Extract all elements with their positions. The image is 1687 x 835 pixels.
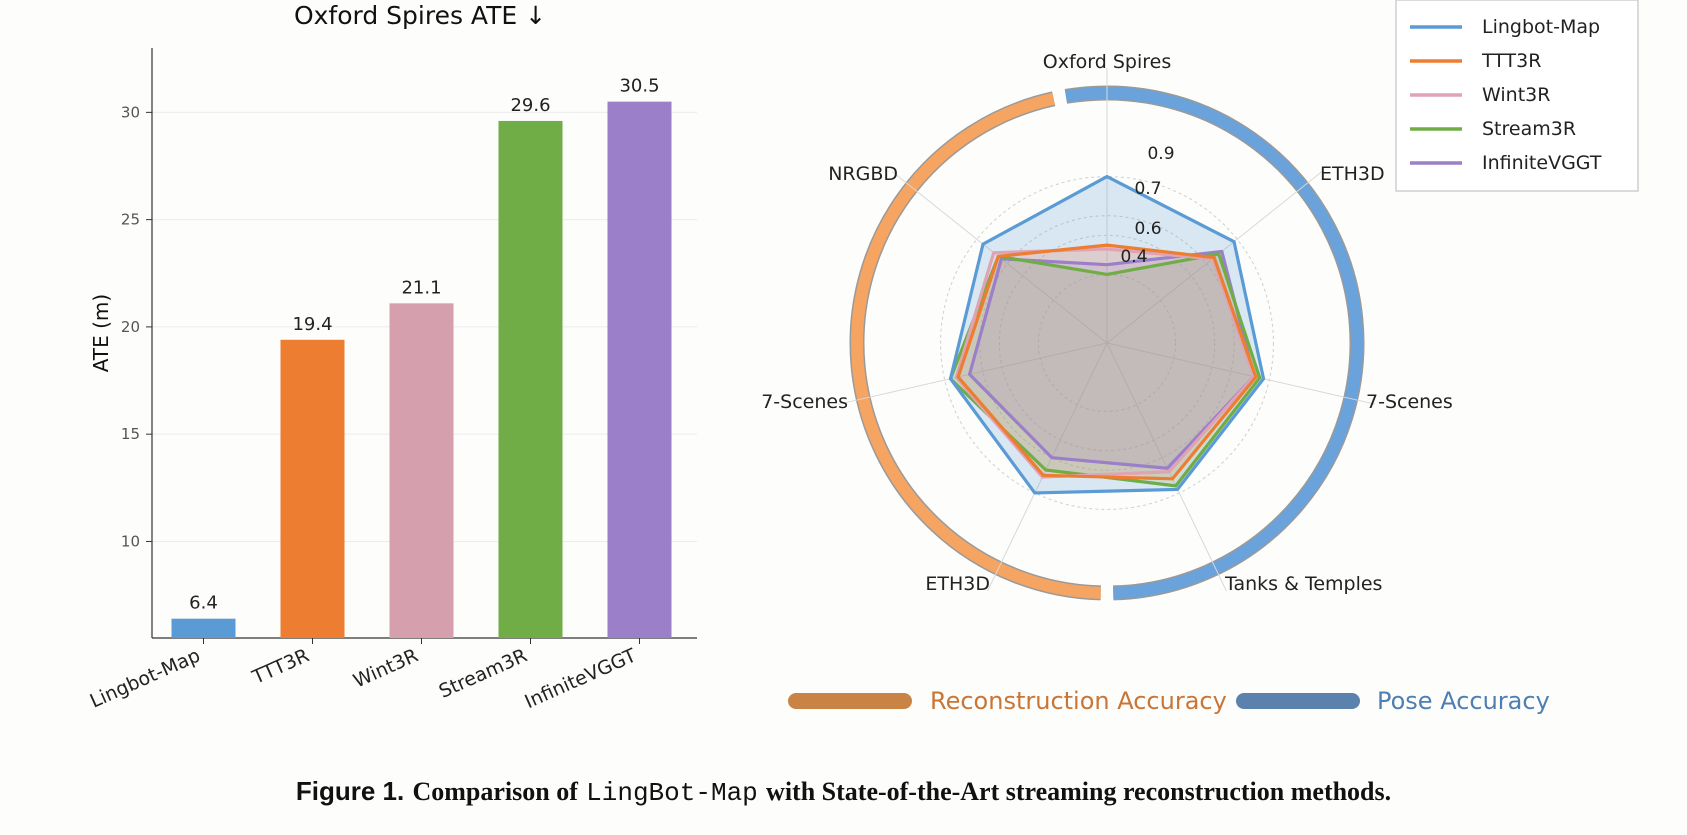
bar-chart: 10 15 20 25 30 6.4 Lingbot-Map 19.4 TTT3R 21.1 Win… — [87, 1, 697, 713]
bar-chart-title: Oxford Spires ATE ↓ — [294, 1, 546, 30]
radar-axis-label: ETH3D — [1320, 163, 1385, 185]
radar-spoke — [987, 342, 1108, 591]
x-tick-label: Stream3R — [436, 644, 531, 702]
figure-caption: Figure 1. Comparison of LingBot-Map with… — [0, 776, 1687, 808]
y-tick-label: 30 — [121, 103, 140, 121]
x-tick-label: TTT3R — [248, 644, 312, 689]
legend-label: TTT3R — [1481, 50, 1541, 72]
bar-stream3r — [498, 120, 563, 639]
radar-axis-label: 7-Scenes — [1366, 391, 1453, 413]
caption-text-after: with State-of-the-Art streaming reconstr… — [766, 777, 1392, 806]
radar-spoke — [1106, 342, 1376, 405]
radar-grid-circle — [979, 215, 1235, 471]
bar-value-label: 21.1 — [401, 277, 441, 298]
radar-r-tick-label: 0.9 — [1147, 144, 1174, 164]
ring-legend-swatch — [788, 693, 912, 709]
y-tick-label: 10 — [121, 532, 140, 550]
radar-area-infinitevggt — [969, 251, 1254, 469]
legend-label: Stream3R — [1482, 118, 1576, 140]
bar-value-label: 19.4 — [292, 314, 332, 335]
x-tick-label: InfiniteVGGT — [521, 644, 639, 713]
figure: 10 15 20 25 30 6.4 Lingbot-Map 19.4 TTT3R 21.1 Win… — [87, 0, 1639, 715]
y-axis-label: ATE (m) — [89, 294, 113, 372]
radar-line-ttt3r — [956, 243, 1258, 481]
bar-value-label: 6.4 — [189, 593, 218, 614]
y-tick-label: 20 — [121, 318, 140, 336]
radar-r-tick-label: 0.6 — [1134, 219, 1161, 239]
x-tick-label: Lingbot-Map — [87, 644, 204, 712]
ring-legend: Reconstruction Accuracy Pose Accuracy — [788, 687, 1550, 715]
caption-text-before: Comparison of — [412, 777, 578, 806]
ring-legend-label: Reconstruction Accuracy — [930, 687, 1227, 715]
caption-code: LingBot-Map — [586, 778, 758, 808]
x-tick-label: Wint3R — [350, 644, 421, 692]
radar-axis-label: 7-Scenes — [761, 391, 848, 413]
radar-area-stream3r — [950, 253, 1260, 486]
y-tick-label: 25 — [121, 211, 140, 229]
radar-line-wint3r — [954, 247, 1256, 479]
radar-grid-circle — [1037, 273, 1177, 413]
radar-spoke — [838, 342, 1108, 405]
radar-line-lingbot-map — [948, 174, 1266, 495]
legend-label: InfiniteVGGT — [1482, 152, 1602, 174]
y-tick-label: 15 — [121, 425, 140, 443]
bar-ttt3r — [280, 339, 345, 638]
pose-accuracy-ring — [1064, 87, 1363, 599]
radar-area-ttt3r — [958, 245, 1256, 479]
radar-chart: 0.4 0.6 0.7 0.9 Oxford Spires ETH3D 7-Scenes Ta… — [761, 51, 1453, 601]
reconstruction-accuracy-ring — [851, 92, 1101, 599]
radar-r-tick-label: 0.7 — [1134, 179, 1161, 199]
ring-legend-label: Pose Accuracy — [1377, 687, 1550, 715]
radar-area-wint3r — [956, 249, 1254, 478]
radar-axis-label: ETH3D — [925, 573, 990, 595]
radar-axis-label: Tanks & Temples — [1224, 573, 1382, 595]
legend-label: Lingbot-Map — [1482, 16, 1600, 38]
bar-wint3r — [389, 303, 454, 638]
radar-grid-circle — [940, 176, 1274, 510]
radar-r-tick-label: 0.4 — [1120, 247, 1147, 267]
legend-label: Wint3R — [1482, 84, 1550, 106]
bar-value-label: 29.6 — [510, 95, 550, 116]
bar-value-label: 30.5 — [619, 76, 659, 97]
radar-axis-label: NRGBD — [828, 163, 898, 185]
bar-lingbot-map — [171, 618, 236, 638]
bar-infinitevggt — [607, 101, 672, 639]
radar-line-infinitevggt — [967, 249, 1256, 470]
ring-legend-swatch — [1236, 693, 1360, 709]
legend: Lingbot-Map TTT3R Wint3R Stream3R InfiniteVG… — [1395, 0, 1639, 192]
radar-axis-label: Oxford Spires — [1043, 51, 1171, 73]
caption-label: Figure 1. — [295, 776, 405, 806]
